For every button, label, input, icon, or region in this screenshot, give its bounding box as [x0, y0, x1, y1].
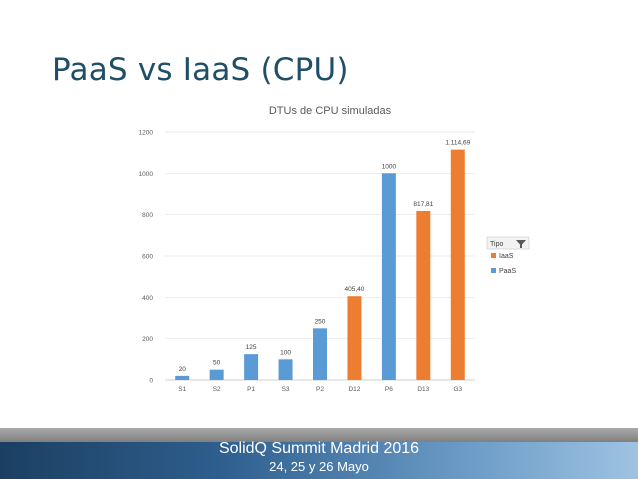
x-tick-label: P2	[316, 386, 324, 393]
legend-title: Tipo	[490, 241, 503, 248]
data-label: 50	[213, 360, 221, 367]
footer-event-dates: 24, 25 y 26 Mayo	[269, 459, 369, 474]
bar-s3[interactable]	[278, 359, 293, 380]
bar-d13[interactable]	[416, 210, 431, 380]
y-tick-label: 200	[142, 336, 153, 343]
chart-container: DTUs de CPU simuladas 0 200 400 600 800 1000 1…	[120, 96, 540, 406]
legend-label-paas: PaaS	[499, 268, 516, 275]
bar-d12[interactable]	[347, 296, 362, 380]
y-tick-label: 600	[142, 254, 153, 261]
x-tick-label: D13	[417, 386, 429, 393]
y-tick-label: 800	[142, 212, 153, 219]
bar-p2[interactable]	[313, 328, 327, 380]
legend-label-iaas: IaaS	[499, 253, 514, 260]
legend[interactable]: Tipo IaaS PaaS	[486, 236, 530, 275]
x-tick-label: S3	[282, 386, 290, 393]
x-tick-label: S2	[213, 386, 221, 393]
footer-bar	[0, 442, 638, 479]
footer-divider	[0, 428, 638, 442]
data-label: 250	[315, 318, 326, 325]
legend-swatch-paas	[491, 268, 496, 273]
footer-event-title: SolidQ Summit Madrid 2016	[218, 440, 420, 457]
y-tick-label: 400	[142, 295, 153, 302]
data-label: 125	[246, 344, 257, 351]
bar-s2[interactable]	[209, 369, 224, 380]
slide-title: PaaS vs IaaS (CPU)	[52, 52, 349, 88]
legend-swatch-iaas	[491, 253, 496, 258]
filter-icon[interactable]	[516, 240, 526, 248]
chart-title: DTUs de CPU simuladas	[269, 105, 392, 117]
bar-s1[interactable]	[175, 375, 190, 380]
bar-g3[interactable]	[450, 149, 465, 380]
bar-p1[interactable]	[244, 354, 259, 380]
bar-chart: DTUs de CPU simuladas 0 200 400 600 800 1000 1…	[139, 105, 530, 393]
x-tick-label: S1	[178, 386, 186, 393]
x-tick-label: P6	[385, 386, 393, 393]
x-tick-label: G3	[453, 386, 462, 393]
data-label: 1.114,69	[445, 140, 470, 147]
x-tick-label: D12	[348, 386, 360, 393]
data-label: 817,81	[413, 201, 433, 208]
y-tick-label: 0	[149, 378, 153, 385]
data-label: 100	[280, 349, 291, 356]
x-tick-label: P1	[247, 386, 255, 393]
bar-p6[interactable]	[381, 173, 396, 380]
data-label: 20	[179, 366, 187, 373]
data-label: 405,40	[344, 286, 364, 293]
y-tick-label: 1200	[139, 130, 154, 137]
data-label: 1000	[382, 163, 397, 170]
y-tick-label: 1000	[139, 171, 154, 178]
